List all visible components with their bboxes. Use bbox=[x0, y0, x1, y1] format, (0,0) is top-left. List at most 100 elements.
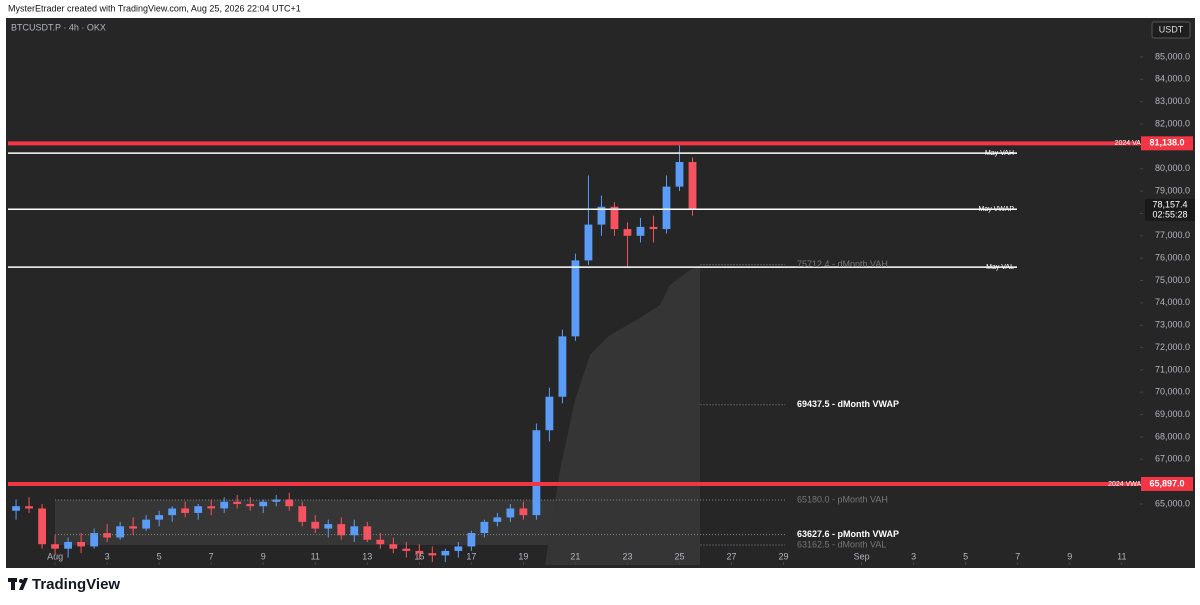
countdown: 02:55:28 bbox=[1152, 209, 1187, 219]
candle-body bbox=[246, 503, 255, 507]
candle-body bbox=[415, 550, 424, 554]
candle-body bbox=[636, 226, 645, 236]
y-tick-label: 85,000.0 bbox=[1155, 51, 1190, 61]
candle-body bbox=[623, 229, 632, 236]
candle-body bbox=[389, 544, 398, 549]
candle-body bbox=[662, 186, 671, 230]
price-tag-label: 81,138.0 bbox=[1149, 138, 1184, 148]
candle-body bbox=[558, 336, 567, 397]
price-tag bbox=[1141, 476, 1193, 491]
level-label: 63627.6 - pMonth VWAP bbox=[797, 529, 899, 539]
candle-body bbox=[545, 396, 554, 431]
x-tick-label: 29 bbox=[779, 551, 789, 561]
candle-body bbox=[155, 515, 164, 520]
candle-body bbox=[129, 526, 138, 529]
candle-body bbox=[324, 524, 333, 529]
candle-body bbox=[675, 162, 684, 187]
level-label: May VAL bbox=[986, 264, 1014, 271]
x-tick-label: 11 bbox=[311, 551, 320, 561]
candle-body bbox=[311, 521, 320, 529]
candle-body bbox=[298, 506, 307, 522]
x-tick-label: 5 bbox=[157, 551, 162, 561]
candle-body bbox=[350, 526, 359, 536]
y-tick-label: 71,000.0 bbox=[1155, 364, 1190, 374]
x-tick-label: 23 bbox=[622, 551, 632, 561]
candle-body bbox=[64, 541, 73, 549]
x-tick-label: Sep bbox=[854, 551, 870, 561]
x-tick-label: 21 bbox=[570, 551, 580, 561]
y-tick-label: 70,000.0 bbox=[1155, 387, 1190, 397]
y-tick-label: 68,000.0 bbox=[1155, 431, 1190, 441]
candle-body bbox=[493, 517, 502, 522]
candle-body bbox=[519, 508, 528, 516]
candle-body bbox=[363, 526, 372, 540]
level-label: 75712.4 - dMonth VAH bbox=[797, 259, 888, 269]
x-tick-label: 3 bbox=[911, 551, 916, 561]
candle-body bbox=[51, 544, 59, 549]
y-tick-label: 82,000.0 bbox=[1155, 118, 1190, 128]
y-tick-label: 76,000.0 bbox=[1155, 253, 1190, 263]
y-tick-label: 65,000.0 bbox=[1155, 498, 1190, 508]
x-tick-label: 3 bbox=[105, 551, 110, 561]
candle-body bbox=[610, 206, 619, 230]
level-label: May VAH bbox=[985, 150, 1014, 157]
candle-body bbox=[285, 499, 294, 507]
x-tick-label: 27 bbox=[727, 551, 737, 561]
candle-body bbox=[441, 550, 450, 556]
candle-body bbox=[428, 553, 437, 556]
currency: USDT bbox=[1159, 24, 1184, 34]
level-label: 2024 VAH bbox=[1115, 140, 1146, 147]
currency-box bbox=[1151, 21, 1191, 39]
y-tick-label: 83,000.0 bbox=[1155, 96, 1190, 106]
dmonth-vwap-band bbox=[545, 265, 700, 565]
x-tick-label: 11 bbox=[1117, 551, 1126, 561]
y-tick-label: 84,000.0 bbox=[1155, 74, 1190, 84]
candle-body bbox=[103, 533, 112, 538]
y-tick-label: 74,000.0 bbox=[1155, 297, 1190, 307]
y-tick-label: 75,000.0 bbox=[1155, 275, 1190, 285]
candle-body bbox=[376, 539, 385, 545]
level-label: May VWAP bbox=[978, 206, 1014, 213]
candle-body bbox=[272, 499, 281, 502]
candle-body bbox=[467, 533, 476, 547]
candle-body bbox=[116, 526, 125, 538]
x-tick-label: Aug bbox=[47, 551, 63, 561]
header: MysterEtrader created with TradingView.c… bbox=[8, 3, 301, 13]
x-tick-label: 5 bbox=[963, 551, 968, 561]
y-tick-label: 67,000.0 bbox=[1155, 454, 1190, 464]
candle-body bbox=[25, 506, 33, 509]
x-tick-label: 13 bbox=[362, 551, 372, 561]
x-tick-label: 7 bbox=[209, 551, 214, 561]
candle-body bbox=[207, 506, 216, 509]
x-tick-label: 7 bbox=[1015, 551, 1020, 561]
brand-logo bbox=[8, 578, 28, 590]
brand: TradingView bbox=[32, 576, 120, 593]
candle-body bbox=[337, 524, 346, 536]
price-tag bbox=[1141, 136, 1193, 151]
candle-body bbox=[168, 508, 177, 516]
y-tick-label: 80,000.0 bbox=[1155, 163, 1190, 173]
candle-body bbox=[38, 508, 46, 545]
candle-body bbox=[194, 506, 203, 513]
x-tick-label: 9 bbox=[1067, 551, 1072, 561]
candle-body bbox=[142, 519, 151, 529]
candle-body bbox=[532, 430, 541, 516]
candle-body bbox=[402, 548, 411, 551]
candle-body bbox=[77, 541, 86, 547]
candle-body bbox=[233, 501, 242, 504]
candle-body bbox=[181, 508, 190, 513]
candle-body bbox=[584, 224, 593, 261]
last-price-tag bbox=[1145, 198, 1195, 221]
candle-body bbox=[90, 533, 99, 547]
candle-body bbox=[454, 546, 463, 551]
x-tick-label: 9 bbox=[261, 551, 266, 561]
price-tag-label: 65,897.0 bbox=[1149, 478, 1184, 488]
level-label: 69437.5 - dMonth VWAP bbox=[797, 399, 899, 409]
y-tick-label: 69,000.0 bbox=[1155, 409, 1190, 419]
candle-body bbox=[220, 501, 229, 509]
candle-body bbox=[688, 162, 697, 210]
chart-title: BTCUSDT.P · 4h · OKX bbox=[11, 22, 106, 32]
y-tick-label: 79,000.0 bbox=[1155, 185, 1190, 195]
